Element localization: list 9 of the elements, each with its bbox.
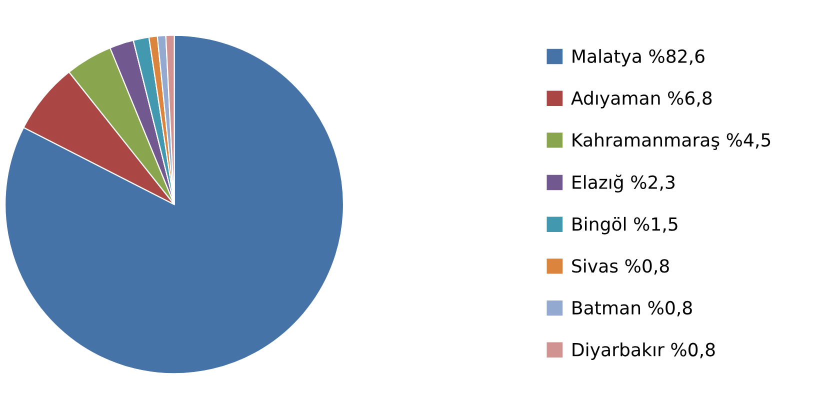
legend-label: Batman %0,8 <box>572 300 692 316</box>
legend-label: Kahramanmaraş %4,5 <box>572 132 770 150</box>
legend-label: Bingöl %1,5 <box>572 216 678 234</box>
legend-label: Malatya %82,6 <box>572 49 704 67</box>
legend-label: Elazığ %2,3 <box>572 174 675 193</box>
legend-label: Diyarbakır %0,8 <box>572 342 715 360</box>
pie-slice <box>4 34 344 374</box>
legend-label: Sivas %0,8 <box>572 258 669 275</box>
legend-label: Adıyaman %6,8 <box>571 90 712 108</box>
